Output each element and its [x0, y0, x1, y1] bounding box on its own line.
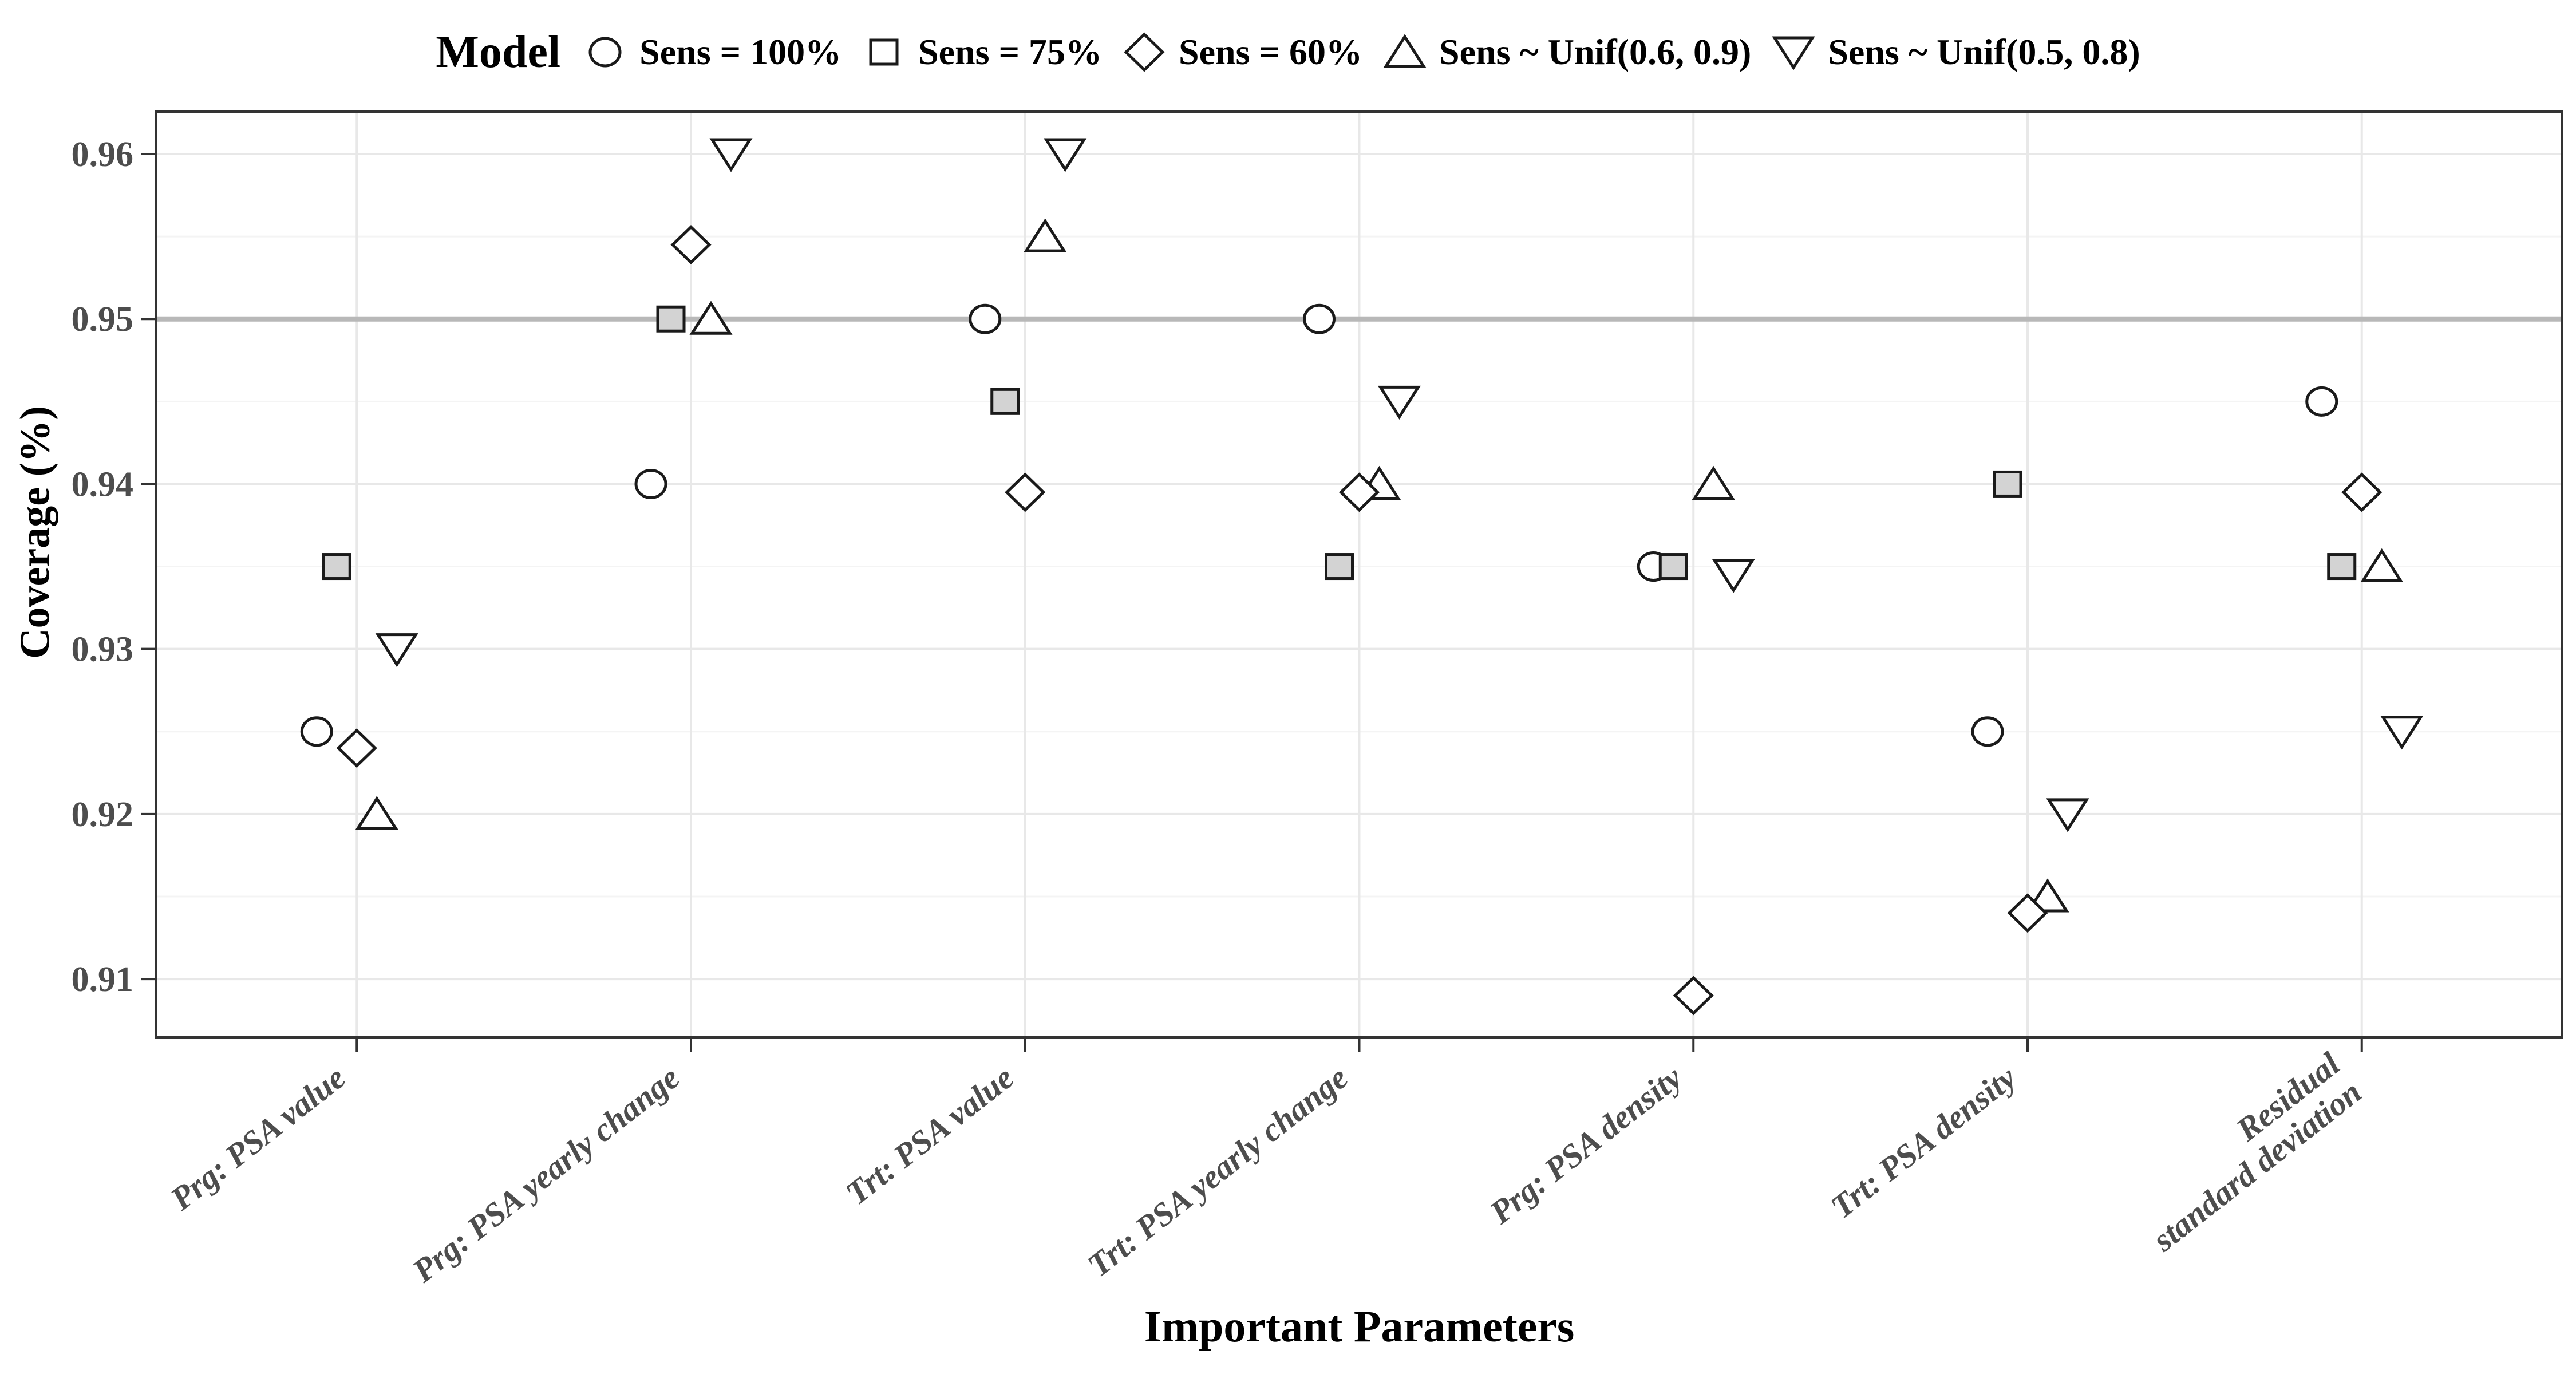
circle-data-point: [969, 303, 1002, 334]
square-data-point: [2327, 553, 2357, 581]
y-tick-label: 0.94: [72, 465, 134, 504]
triangle-up-icon: [1383, 34, 1427, 68]
legend: Model Sens = 100% Sens = 75% Sens = 60% Sen…: [0, 15, 2576, 89]
circle-icon: [588, 37, 622, 68]
diamond-data-point: [336, 728, 377, 768]
triangle-up-data-point: [689, 301, 733, 335]
legend-item-label: Sens = 75%: [918, 31, 1103, 72]
triangle-up-data-point: [1383, 34, 1427, 68]
legend-title: Model: [436, 26, 561, 77]
triangle-down-data-point: [709, 138, 753, 172]
circle-data-point: [2305, 386, 2338, 417]
diamond-icon: [1124, 32, 1165, 72]
square-data-point: [869, 38, 899, 66]
x-category-label: Residualstandard deviation: [2123, 1045, 2369, 1259]
triangle-down-data-point: [1772, 36, 1815, 70]
square-data-point: [1325, 553, 1354, 581]
triangle-down-data-point: [1044, 138, 1087, 172]
legend-item: Sens = 100%: [583, 31, 841, 73]
triangle-up-data-point: [1692, 465, 1735, 500]
diamond-data-point: [2341, 472, 2383, 512]
square-data-point: [322, 553, 351, 581]
legend-item: Sens ~ Unif(0.6, 0.9): [1383, 31, 1751, 73]
circle-data-point: [1971, 716, 2004, 747]
triangle-down-data-point: [1712, 559, 1755, 593]
x-category-label: Trt: PSA density: [1824, 1059, 2023, 1226]
x-category-label: Prg: PSA value: [163, 1059, 352, 1218]
circle-data-point: [588, 37, 622, 68]
square-icon: [869, 38, 899, 66]
triangle-down-data-point: [1377, 385, 1421, 420]
y-axis-title: Coverage (%): [11, 406, 59, 659]
triangle-up-data-point: [355, 796, 398, 830]
triangle-down-data-point: [2046, 798, 2089, 832]
y-tick-label: 0.92: [72, 795, 134, 834]
square-data-point: [1658, 553, 1688, 581]
diamond-data-point: [1673, 976, 1714, 1016]
legend-item: Sens = 60%: [1123, 31, 1362, 73]
triangle-down-data-point: [375, 633, 418, 668]
x-axis-title: Important Parameters: [1144, 1301, 1575, 1351]
y-tick-label: 0.93: [72, 630, 134, 669]
diamond-data-point: [2007, 893, 2048, 933]
square-data-point: [656, 305, 686, 333]
x-category-label: Trt: PSA yearly change: [1081, 1059, 1355, 1284]
legend-item: Sens = 75%: [862, 31, 1102, 73]
circle-data-point: [300, 716, 333, 747]
legend-item-label: Sens = 60%: [1179, 31, 1362, 72]
triangle-up-data-point: [2360, 548, 2404, 583]
diamond-data-point: [1005, 472, 1046, 512]
triangle-up-data-point: [1024, 218, 1067, 252]
triangle-down-icon: [1772, 36, 1815, 70]
triangle-down-data-point: [2380, 716, 2424, 750]
legend-item: Sens ~ Unif(0.5, 0.8): [1772, 31, 2140, 73]
legend-item-label: Sens ~ Unif(0.5, 0.8): [1828, 31, 2140, 72]
y-tick-label: 0.95: [72, 300, 134, 339]
circle-data-point: [1303, 303, 1336, 334]
diamond-data-point: [670, 225, 712, 265]
diamond-data-point: [1338, 472, 1380, 512]
legend-item-label: Sens = 100%: [639, 31, 842, 72]
legend-item-label: Sens ~ Unif(0.6, 0.9): [1439, 31, 1752, 72]
triangle-up-data-point: [2026, 878, 2069, 913]
x-category-label: Prg: PSA density: [1482, 1059, 1689, 1231]
diamond-data-point: [1124, 32, 1165, 72]
x-category-label: Prg: PSA yearly change: [405, 1059, 686, 1290]
y-tick-label: 0.96: [72, 135, 134, 174]
circle-data-point: [634, 468, 667, 499]
square-data-point: [990, 388, 1020, 415]
square-data-point: [1993, 470, 2022, 498]
y-tick-label: 0.91: [72, 960, 134, 999]
x-category-label: Trt: PSA value: [839, 1059, 1021, 1212]
